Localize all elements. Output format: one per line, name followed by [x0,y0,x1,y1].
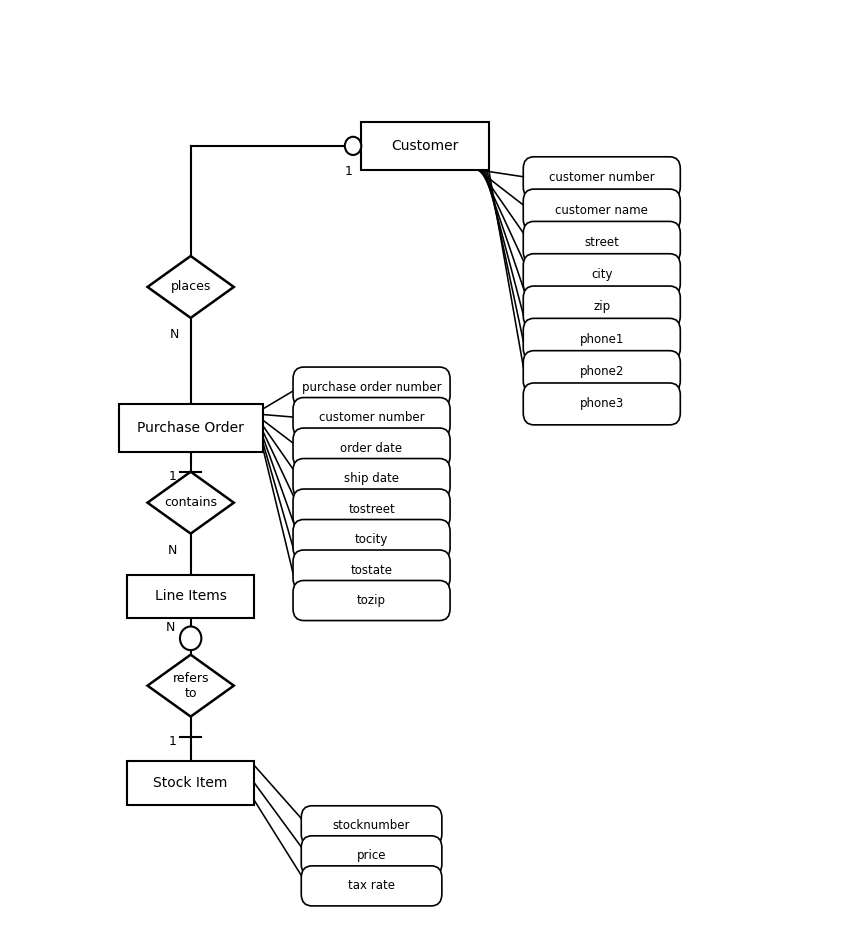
FancyBboxPatch shape [361,122,489,170]
Text: Line Items: Line Items [155,589,227,603]
FancyBboxPatch shape [524,189,680,231]
Text: customer name: customer name [555,204,649,217]
Text: order date: order date [341,442,403,455]
Polygon shape [148,472,234,534]
Text: tostate: tostate [350,564,393,577]
Text: ship date: ship date [344,472,399,485]
FancyBboxPatch shape [301,836,442,876]
FancyBboxPatch shape [524,221,680,264]
Text: places: places [171,280,211,294]
Text: Customer: Customer [391,139,459,153]
FancyBboxPatch shape [524,254,680,295]
Text: tozip: tozip [357,594,386,607]
FancyBboxPatch shape [293,459,451,499]
Circle shape [180,627,201,650]
Text: contains: contains [164,496,217,509]
FancyBboxPatch shape [293,367,451,407]
Text: stocknumber: stocknumber [333,819,411,832]
Text: price: price [357,849,386,862]
Text: 1: 1 [168,734,177,748]
FancyBboxPatch shape [293,581,451,621]
Text: customer number: customer number [549,172,654,184]
FancyBboxPatch shape [524,351,680,392]
Text: purchase order number: purchase order number [302,381,441,394]
FancyBboxPatch shape [293,489,451,529]
Text: Stock Item: Stock Item [154,776,228,790]
Text: tostreet: tostreet [348,503,395,516]
Text: tocity: tocity [354,533,388,546]
Text: N: N [168,543,178,556]
FancyBboxPatch shape [524,383,680,425]
FancyBboxPatch shape [293,550,451,590]
FancyBboxPatch shape [524,318,680,360]
FancyBboxPatch shape [293,398,451,438]
FancyBboxPatch shape [119,404,263,452]
FancyBboxPatch shape [301,866,442,906]
Text: refers
to: refers to [173,672,209,700]
FancyBboxPatch shape [127,761,254,805]
Text: Purchase Order: Purchase Order [137,421,244,435]
FancyBboxPatch shape [293,428,451,468]
FancyBboxPatch shape [524,157,680,199]
Text: 1: 1 [168,470,177,483]
Polygon shape [148,256,234,318]
Circle shape [345,137,361,155]
Text: city: city [591,268,613,281]
FancyBboxPatch shape [524,286,680,328]
Text: zip: zip [593,300,610,313]
Text: 1: 1 [345,165,353,178]
Text: tax rate: tax rate [348,880,395,892]
Text: N: N [169,327,178,340]
FancyBboxPatch shape [293,520,451,560]
FancyBboxPatch shape [301,806,442,846]
Text: phone1: phone1 [580,333,624,346]
Polygon shape [148,655,234,717]
Text: N: N [167,621,176,634]
FancyBboxPatch shape [127,575,254,618]
Text: phone3: phone3 [580,398,624,411]
Text: phone2: phone2 [580,365,624,378]
Text: customer number: customer number [319,411,424,424]
Text: street: street [584,235,619,249]
